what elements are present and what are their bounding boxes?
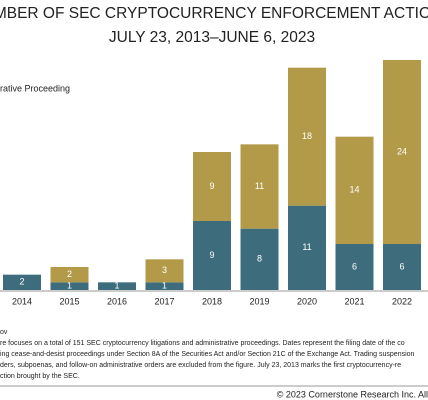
bar-segment (288, 67, 326, 206)
bar-segment (50, 282, 89, 290)
value-label: 1 (114, 281, 119, 291)
bar-segment (3, 274, 41, 290)
value-label: 14 (349, 185, 359, 195)
bar-segment (240, 144, 279, 229)
value-label: 9 (209, 181, 214, 191)
bar-segment (335, 244, 374, 290)
x-tick-label: 2019 (249, 296, 269, 306)
x-tick-label: 2021 (344, 296, 364, 306)
bar-segment (145, 282, 184, 290)
x-tick-label: 2015 (59, 296, 79, 306)
x-tick-label: 2022 (392, 296, 412, 306)
x-tick-label: 2018 (202, 296, 222, 306)
value-label: 8 (257, 254, 262, 264)
value-label: 2 (19, 277, 24, 287)
value-label: 9 (209, 250, 214, 260)
legend-label: rative Proceeding (0, 83, 70, 93)
bar-segment (335, 136, 374, 244)
note: re focuses on a total of 151 SEC cryptoc… (0, 340, 405, 347)
value-label: 24 (397, 146, 407, 156)
value-label: 6 (399, 261, 404, 271)
bar-segment (50, 267, 89, 283)
value-label: 3 (162, 265, 167, 275)
x-tick-label: 2020 (297, 296, 317, 306)
bar-segment (145, 259, 184, 283)
note: ing cease-and-desist proceedings under S… (0, 351, 415, 358)
value-label: 11 (302, 242, 311, 252)
x-tick-label: 2016 (107, 296, 127, 306)
bar-segment (193, 152, 231, 221)
note: ders, subpoenas, and follow-on administr… (0, 362, 401, 369)
value-label: 18 (302, 131, 312, 141)
bar-segment (240, 228, 279, 290)
bar-segment (383, 60, 421, 244)
note: ov (0, 329, 8, 336)
bar-segment (98, 282, 136, 290)
footer: © 2023 Cornerstone Research Inc. All (277, 389, 428, 399)
value-label: 1 (67, 281, 72, 291)
chart-subtitle: JULY 23, 2013–JUNE 6, 2023 (109, 29, 315, 46)
bar-segment (383, 244, 421, 290)
x-tick-label: 2014 (12, 296, 32, 306)
bar-segment (288, 205, 326, 290)
value-label: 2 (67, 269, 72, 279)
value-label: 6 (352, 261, 357, 271)
x-tick-label: 2017 (154, 296, 174, 306)
note: ction brought by the SEC. (0, 373, 80, 380)
value-label: 1 (162, 281, 167, 291)
bar-segment (193, 221, 231, 290)
value-label: 11 (255, 181, 264, 191)
chart-title: NUMBER OF SEC CRYPTOCURRENCY ENFORCEMENT… (0, 5, 428, 22)
